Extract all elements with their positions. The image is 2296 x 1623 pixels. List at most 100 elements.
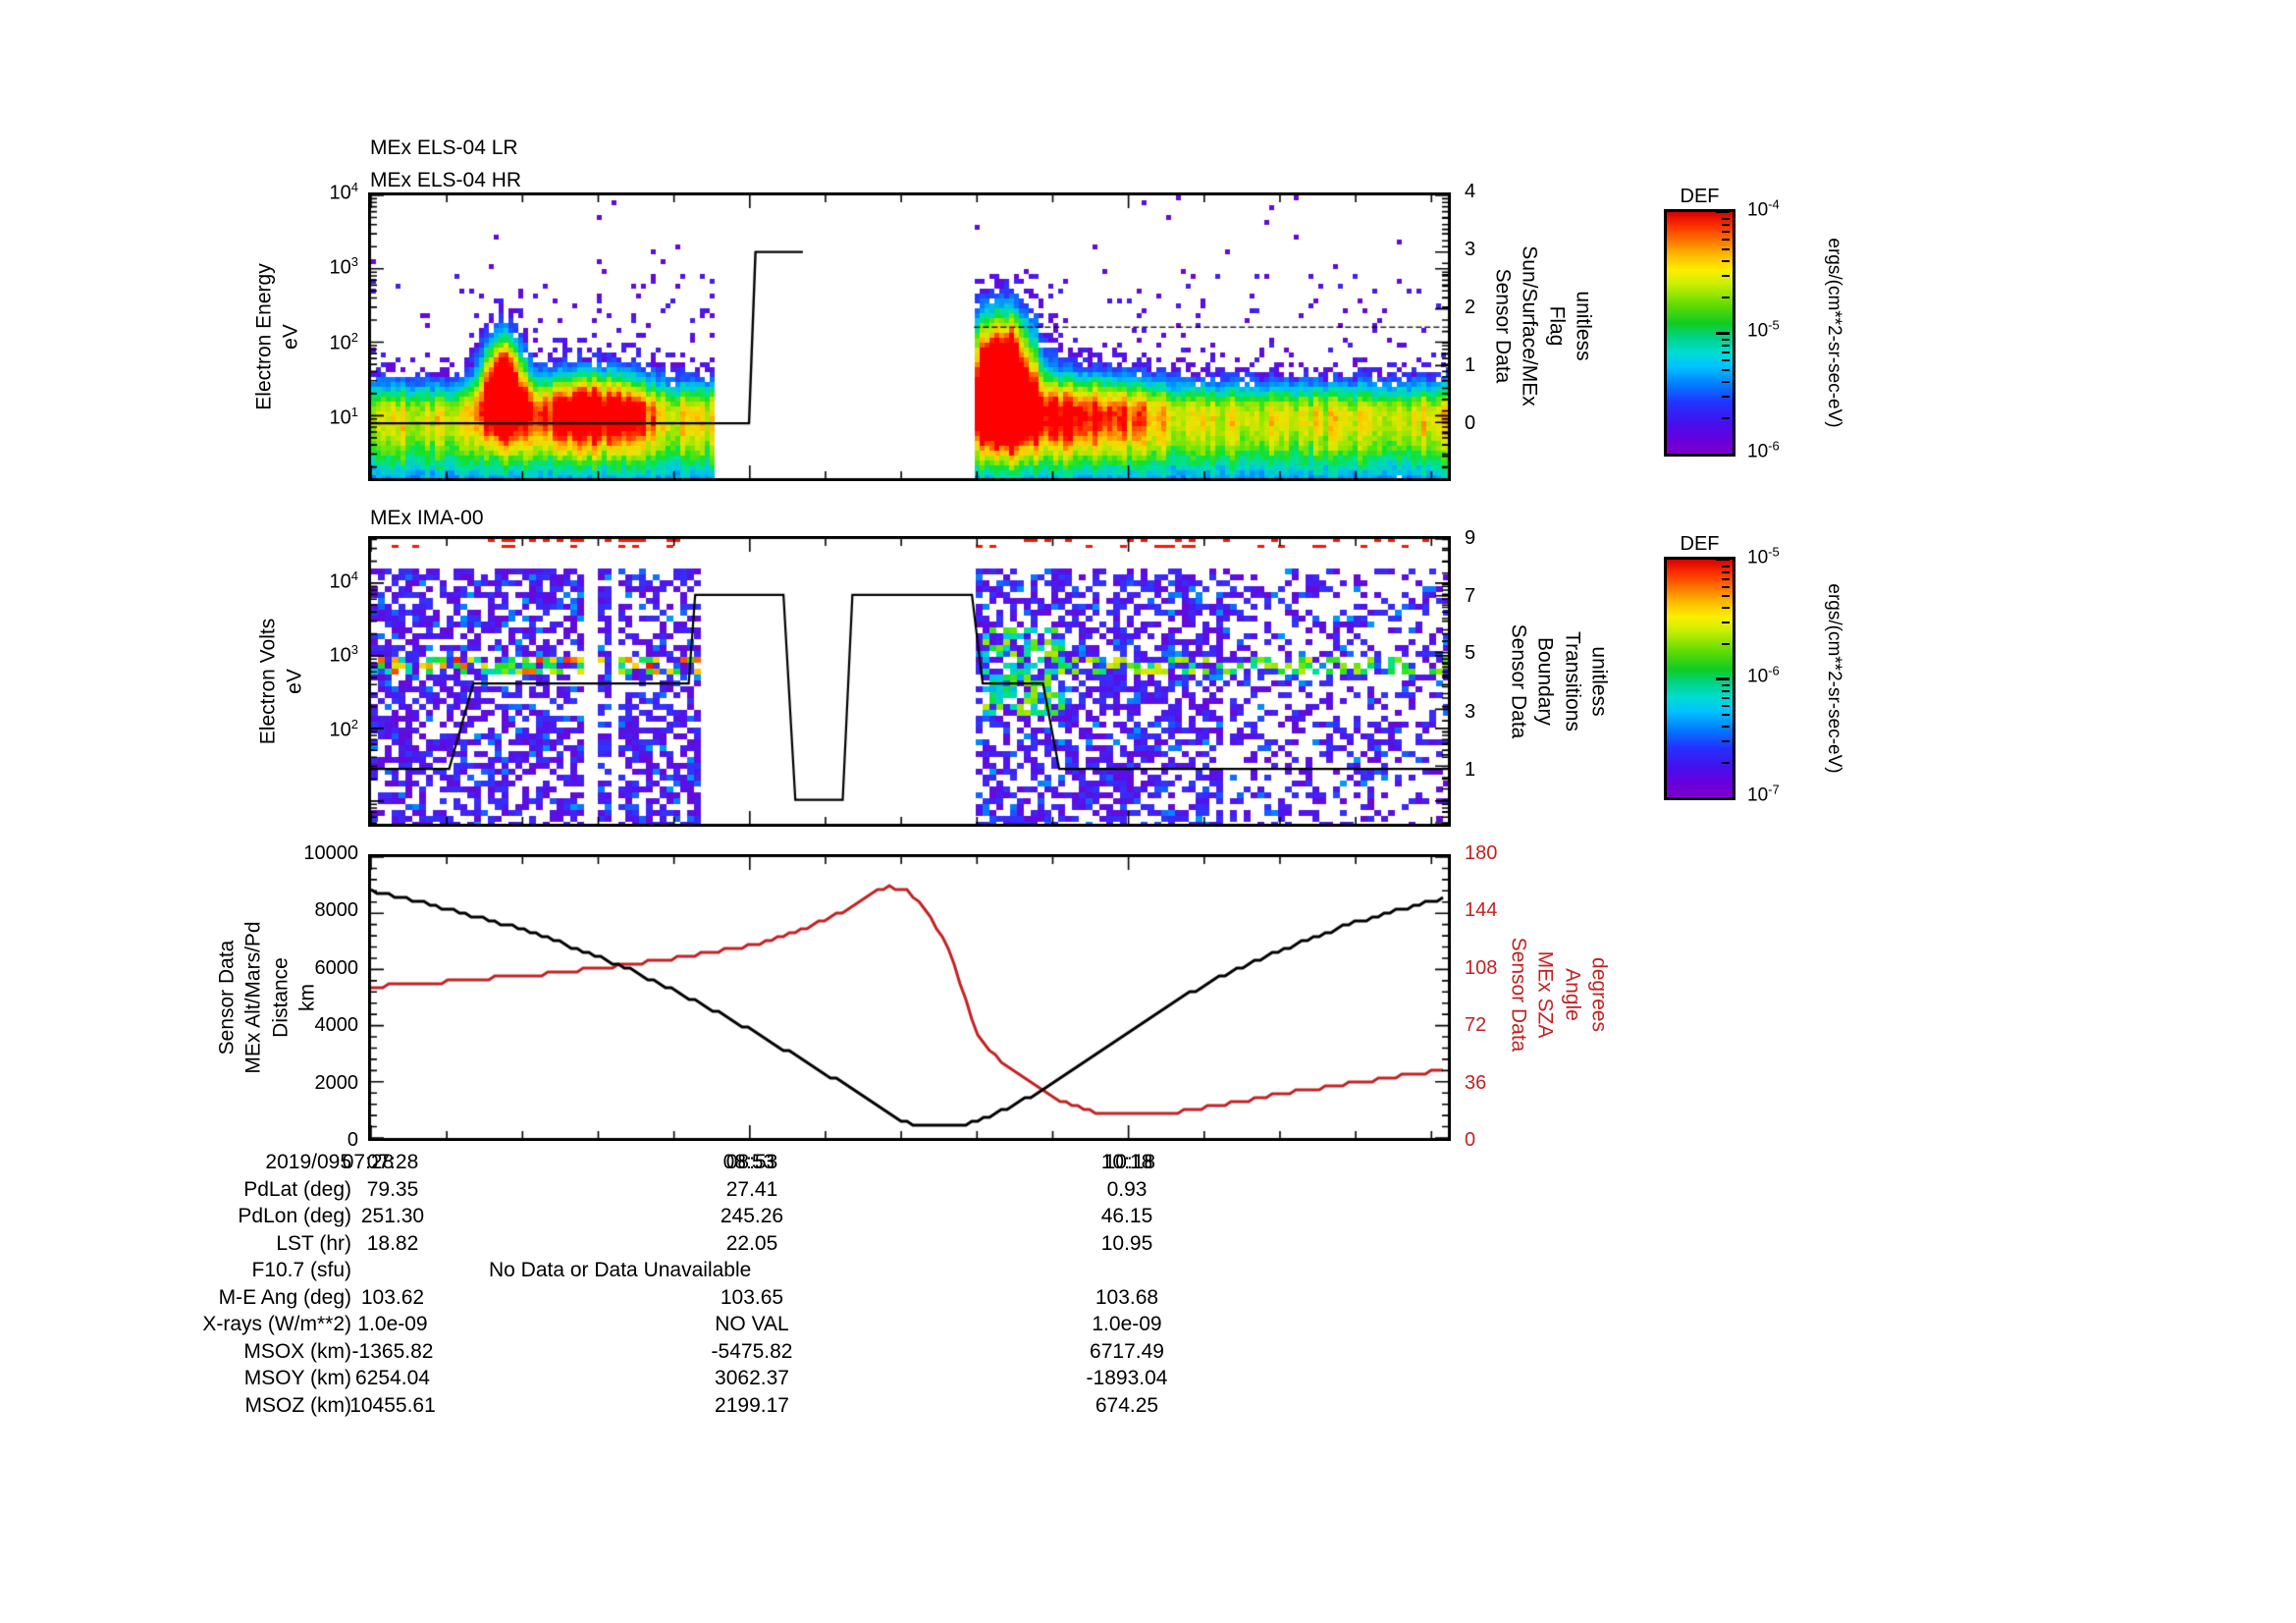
table-row-label: MSOZ (km) <box>244 1393 351 1417</box>
y-tick-label-right: 9 <box>1465 526 1476 549</box>
y-tick-label: 8000 <box>314 899 359 922</box>
colorbar-tick <box>1722 570 1730 573</box>
colorbar-tick <box>1722 259 1730 262</box>
colorbar-tick-label: 10-5 <box>1747 317 1780 342</box>
els-title-lr: MEx ELS-04 LR <box>370 136 518 159</box>
table-time: 08:53 <box>725 1151 778 1173</box>
colorbar-tick <box>1722 296 1730 298</box>
table-row-label: M-E Ang (deg) <box>218 1285 351 1309</box>
colorbar-tick-label: 10-5 <box>1747 544 1780 568</box>
y-tick-label-right: 3 <box>1465 700 1476 723</box>
els-title-hr: MEx ELS-04 HR <box>370 169 522 191</box>
table-value: 46.15 <box>1100 1205 1153 1227</box>
y-tick-label-right: 3 <box>1465 239 1476 260</box>
colorbar-tick <box>1716 210 1730 213</box>
y-tick-label-right: 144 <box>1465 899 1498 922</box>
colorbar-tick <box>1722 585 1730 588</box>
y-tick-label: 103 <box>329 253 358 279</box>
table-value: 103.62 <box>360 1285 425 1309</box>
colorbar-tick <box>1722 359 1730 362</box>
colorbar-tick <box>1716 797 1730 800</box>
table-value: 27.41 <box>725 1177 778 1201</box>
table-value: 245.26 <box>720 1205 784 1227</box>
table-value: 1.0e-09 <box>1092 1313 1162 1335</box>
ima-title: MEx IMA-00 <box>370 507 484 529</box>
colorbar-tick <box>1722 338 1730 341</box>
y-tick-label: 6000 <box>314 956 359 979</box>
colorbar2-title: DEF <box>1680 533 1720 555</box>
table-value: 1.0e-09 <box>357 1313 428 1335</box>
colorbar-tick <box>1722 704 1730 707</box>
table-span-value: No Data or Data Unavailable <box>489 1259 752 1281</box>
els-spectrogram <box>368 192 1451 481</box>
colorbar-tick <box>1722 595 1730 598</box>
y-tick-label-right: 0 <box>1465 1129 1476 1151</box>
y-tick-label: 0 <box>347 1129 358 1151</box>
table-time: 07:28 <box>366 1151 419 1173</box>
table-row-label: PdLat (deg) <box>243 1177 351 1201</box>
colorbar-tick <box>1722 622 1730 624</box>
table-value: 10.95 <box>1100 1231 1153 1255</box>
y-tick-label-right: 1 <box>1465 758 1476 781</box>
colorbar-tick <box>1722 380 1730 383</box>
table-date: 2019/095 <box>265 1151 351 1173</box>
table-value: 103.68 <box>1095 1285 1159 1309</box>
colorbar-tick <box>1722 231 1730 234</box>
y-tick-label: 102 <box>329 716 358 741</box>
y-tick-label-right: 72 <box>1465 1014 1487 1037</box>
colorbar-tick <box>1716 558 1730 561</box>
y-tick-label: 101 <box>329 405 358 429</box>
colorbar-tick <box>1722 577 1730 580</box>
y-tick-label-right: 7 <box>1465 585 1476 607</box>
table-value: 3062.37 <box>715 1367 789 1389</box>
table-value: 0.93 <box>1106 1177 1148 1201</box>
table-value: 6717.49 <box>1090 1339 1164 1363</box>
colorbar-tick <box>1722 696 1730 699</box>
colorbar1-unit: ergs/(cm**2-sr-sec-eV) <box>1824 238 1844 428</box>
y-tick-label-right: 36 <box>1465 1071 1487 1094</box>
colorbar-tick <box>1722 565 1730 568</box>
table-value: 18.82 <box>366 1231 419 1255</box>
colorbar-tick-label: 10-6 <box>1747 663 1780 687</box>
colorbar-tick <box>1722 740 1730 743</box>
ima-right-axis-title: unitless Transitions Boundary Sensor Dat… <box>1507 623 1611 739</box>
table-row-label: F10.7 (sfu) <box>251 1259 351 1281</box>
y-tick-label: 104 <box>329 180 358 204</box>
y-tick-label: 10000 <box>303 842 358 864</box>
table-value: 674.25 <box>1095 1393 1159 1417</box>
colorbar2-unit: ergs/(cm**2-sr-sec-eV) <box>1824 583 1844 774</box>
colorbar-tick <box>1722 416 1730 419</box>
orbit-right-axis-title: degrees Angle MEx SZA Sensor Data <box>1507 937 1611 1053</box>
table-row-label: PdLon (deg) <box>238 1205 351 1227</box>
table-value: -5475.82 <box>711 1339 793 1363</box>
table-row-label: LST (hr) <box>276 1231 351 1255</box>
y-tick-label-right: 5 <box>1465 641 1476 664</box>
colorbar-tick <box>1722 248 1730 251</box>
colorbar-tick <box>1722 223 1730 226</box>
colorbar-tick <box>1722 761 1730 764</box>
colorbar1-title: DEF <box>1680 186 1720 207</box>
table-value: 251.30 <box>360 1205 425 1227</box>
colorbar-tick <box>1722 689 1730 692</box>
y-tick-label-right: 1 <box>1465 353 1476 376</box>
y-tick-label: 2000 <box>314 1071 359 1094</box>
y-tick-label-right: 0 <box>1465 411 1476 434</box>
table-value: 79.35 <box>366 1177 419 1201</box>
y-tick-label-right: 180 <box>1465 842 1498 864</box>
colorbar-tick <box>1716 677 1730 680</box>
colorbar-tick <box>1722 396 1730 399</box>
colorbar-tick <box>1722 607 1730 610</box>
table-value: 10455.61 <box>349 1393 436 1417</box>
table-time: 10:18 <box>1100 1151 1153 1173</box>
colorbar-tick <box>1722 352 1730 354</box>
x-time-label: 10:18 <box>1103 1151 1156 1173</box>
colorbar-tick <box>1722 714 1730 717</box>
y-tick-label: 4000 <box>314 1014 359 1037</box>
table-value: NO VAL <box>715 1313 789 1335</box>
ima-spectrogram <box>368 536 1451 827</box>
colorbar-tick-label: 10-7 <box>1747 782 1780 806</box>
table-value: 6254.04 <box>355 1367 430 1389</box>
y-tick-label-right: 4 <box>1465 181 1476 202</box>
orbit-left-axis-title: Sensor Data MEx Alt/Mars/Pd Distance km <box>215 921 319 1074</box>
